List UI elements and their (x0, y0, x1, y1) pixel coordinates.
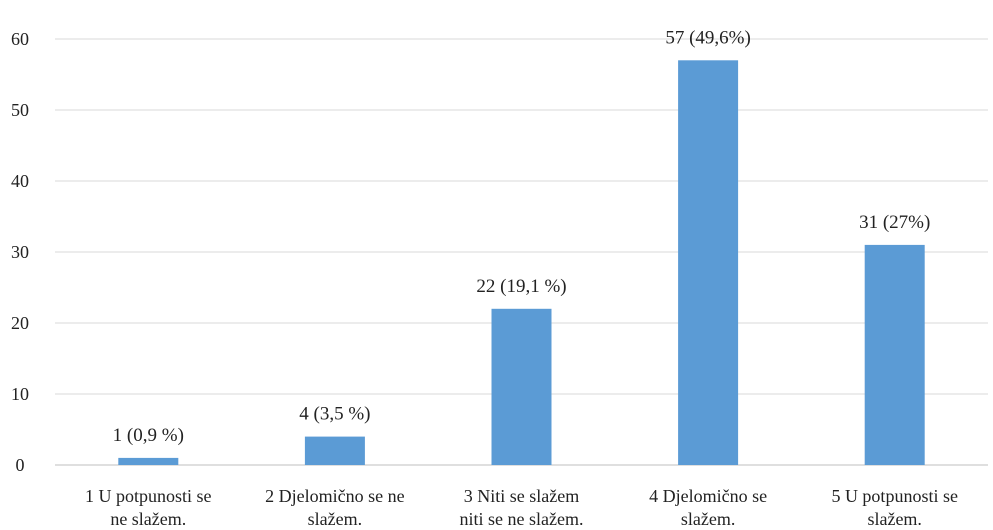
data-labels: 1 (0,9 %) 4 (3,5 %) 22 (19,1 %) 57 (49,6%) 3… (113, 27, 931, 446)
category-label-1-line-2: ne slažem. (110, 509, 186, 529)
y-tick-label: 60 (11, 29, 29, 49)
bar-4 (678, 60, 739, 466)
y-tick-label: 10 (11, 384, 29, 404)
category-label-4-line-2: slažem. (681, 509, 735, 529)
y-tick-label: 30 (11, 242, 29, 262)
data-label-2: 4 (3,5 %) (299, 404, 370, 425)
x-axis-category-labels: 1 U potpunosti se ne slažem. 2 Djelomično … (85, 486, 958, 529)
y-tick-label: 0 (16, 455, 25, 475)
category-label-3-line-2: niti se ne slažem. (460, 509, 584, 529)
y-tick-label: 50 (11, 100, 29, 120)
bar-5 (864, 244, 925, 465)
bar-3 (491, 308, 552, 465)
category-label-5-line-2: slažem. (867, 509, 921, 529)
category-label-1-line-1: 1 U potpunosti se (85, 486, 212, 506)
data-label-4: 57 (49,6%) (665, 27, 750, 48)
bar-2 (304, 436, 365, 465)
data-label-5: 31 (27%) (859, 212, 930, 233)
category-label-3-line-1: 3 Niti se slažem (464, 486, 579, 506)
data-label-1: 1 (0,9 %) (113, 425, 184, 446)
y-tick-label: 20 (11, 313, 29, 333)
category-label-4-line-1: 4 Djelomično se (649, 486, 767, 506)
category-label-5-line-1: 5 U potpunosti se (831, 486, 958, 506)
category-label-2-line-1: 2 Djelomično se ne (265, 486, 404, 506)
y-axis-ticks: 0 10 20 30 40 50 60 (11, 29, 29, 475)
category-label-2-line-2: slažem. (308, 509, 362, 529)
data-label-3: 22 (19,1 %) (476, 276, 566, 297)
bars (118, 60, 925, 466)
bar-1 (118, 457, 179, 465)
y-tick-label: 40 (11, 171, 29, 191)
